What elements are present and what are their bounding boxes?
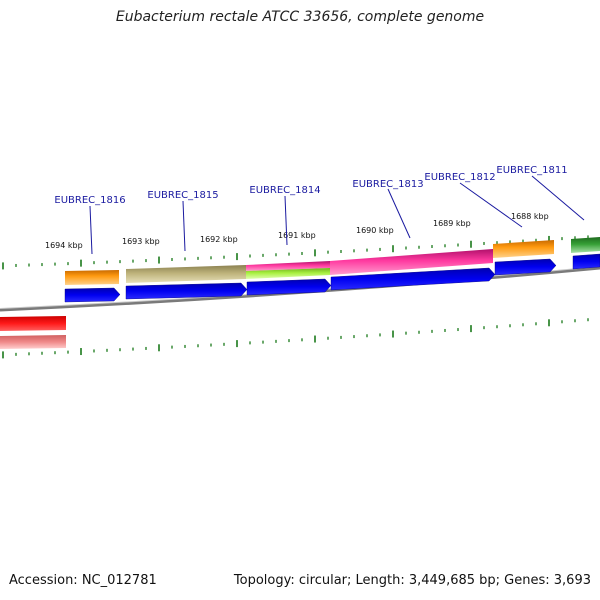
outer-scale-ticks (2, 235, 589, 270)
gene-arrow-1815[interactable] (125, 282, 248, 300)
gene-label-1816[interactable]: EUBREC_1816 (54, 195, 125, 206)
gene-label-leaders (89, 175, 585, 255)
gene-arrow-1814[interactable] (246, 278, 332, 296)
cog-segment-lime-1814[interactable] (246, 268, 330, 279)
gene-labels: EUBREC_1816 EUBREC_1815 EUBREC_1814 EUBR… (54, 165, 567, 206)
scale-label: 1690 kbp (356, 226, 394, 235)
scale-labels: 1694 kbp 1693 kbp 1692 kbp 1691 kbp 1690 kbp… (45, 212, 549, 250)
gene-arrow-1813[interactable] (330, 267, 496, 291)
cog-segment-orange-1812[interactable] (493, 240, 554, 258)
gene-label-1812[interactable]: EUBREC_1812 (424, 172, 495, 183)
scale-label: 1694 kbp (45, 241, 83, 250)
inner-scale-ticks (2, 318, 589, 359)
cog-segment-red-reverse[interactable] (0, 316, 66, 331)
gene-label-1814[interactable]: EUBREC_1814 (249, 185, 320, 196)
gene-arrow-1812[interactable] (494, 258, 557, 276)
cog-segment-orange-1816[interactable] (65, 270, 119, 285)
genome-summary-text: Topology: circular; Length: 3,449,685 bp… (233, 573, 591, 588)
leader-line-1812 (459, 182, 523, 228)
scale-label: 1691 kbp (278, 231, 316, 240)
scale-label: 1689 kbp (433, 219, 471, 228)
cog-segment-khaki-1815[interactable] (126, 265, 246, 283)
cog-track (0, 237, 600, 349)
cog-segment-green-1811[interactable] (571, 237, 600, 253)
gene-arrows (64, 253, 600, 303)
accession-text: Accession: NC_012781 (9, 573, 157, 588)
map-title: Eubacterium rectale ATCC 33656, complete… (115, 9, 485, 25)
gene-arrow-1816[interactable] (64, 287, 121, 303)
scale-label: 1688 kbp (511, 212, 549, 221)
leader-line-1814 (284, 195, 288, 246)
cog-segment-magenta-1813[interactable] (330, 249, 493, 275)
gene-label-1815[interactable]: EUBREC_1815 (147, 190, 218, 201)
gene-arrow-1811[interactable] (572, 253, 600, 270)
leader-line-1813 (387, 188, 411, 239)
cog-segment-magenta-1814[interactable] (246, 261, 330, 271)
leader-line-1816 (89, 205, 93, 255)
scale-label: 1693 kbp (122, 237, 160, 246)
leader-line-1815 (182, 200, 186, 252)
gene-label-1811[interactable]: EUBREC_1811 (496, 165, 567, 176)
leader-line-1811 (531, 175, 585, 221)
scale-label: 1692 kbp (200, 235, 238, 244)
gene-label-1813[interactable]: EUBREC_1813 (352, 179, 423, 190)
cog-segment-pink-reverse[interactable] (0, 335, 66, 349)
